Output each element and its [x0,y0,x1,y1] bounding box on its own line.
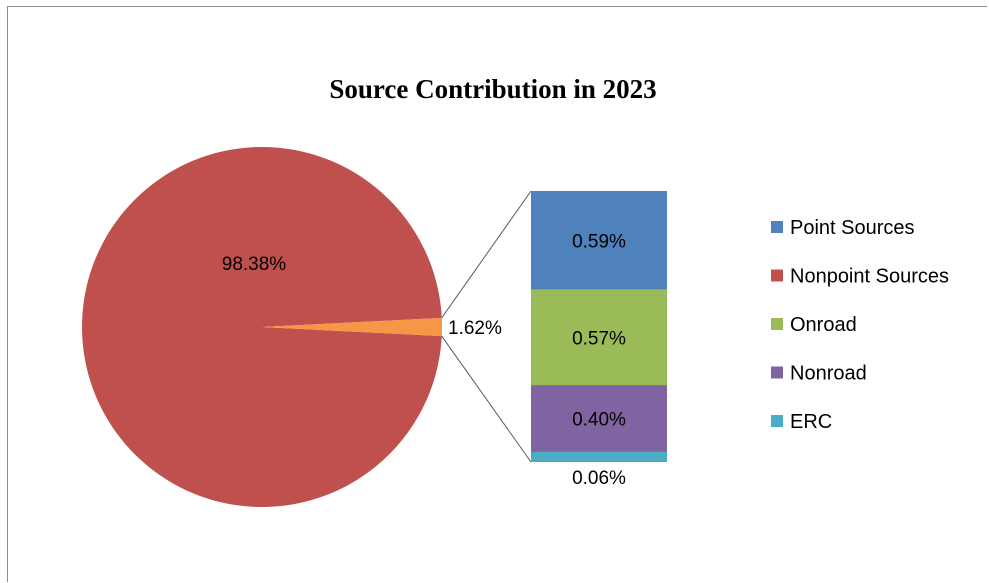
bar-label-erc: 0.06% [572,468,626,489]
legend-label-nonpoint-sources: Nonpoint Sources [790,266,949,288]
legend-swatch-point-sources [771,221,783,233]
bar-segment-point-sources [531,191,667,290]
bar-label-point-sources: 0.59% [572,231,626,252]
legend-swatch-erc [771,415,783,427]
legend-swatch-nonpoint-sources [771,269,783,282]
bar-segment-onroad [531,289,667,386]
bar-label-nonroad: 0.40% [572,410,626,431]
pie-label-nonpoint-sources: 98.38% [222,254,287,275]
bar-segment-erc [531,451,667,462]
legend-swatch-nonroad [771,366,783,379]
chart-title: Source Contribution in 2023 [329,74,656,104]
legend-label-nonroad: Nonroad [790,363,867,385]
connector-lines [441,190,532,463]
bar-label-onroad: 0.57% [572,328,626,349]
stacked-bar: 0.59% 0.57% 0.40% 0.06% [531,191,667,489]
legend-label-erc: ERC [790,411,832,433]
bar-segment-nonroad [531,385,667,452]
connector-bottom [441,335,532,463]
pie-slice-other [262,317,443,337]
legend-label-onroad: Onroad [790,314,857,336]
legend: Point Sources Nonpoint Sources Onroad Nonro… [771,217,949,433]
legend-swatch-onroad [771,318,783,330]
legend-label-point-sources: Point Sources [790,217,915,239]
pie: 98.38% 1.62% [81,147,502,507]
connector-top [441,190,532,319]
pie-slice-nonpoint-sources [81,147,442,507]
pie-label-other: 1.62% [448,318,502,339]
